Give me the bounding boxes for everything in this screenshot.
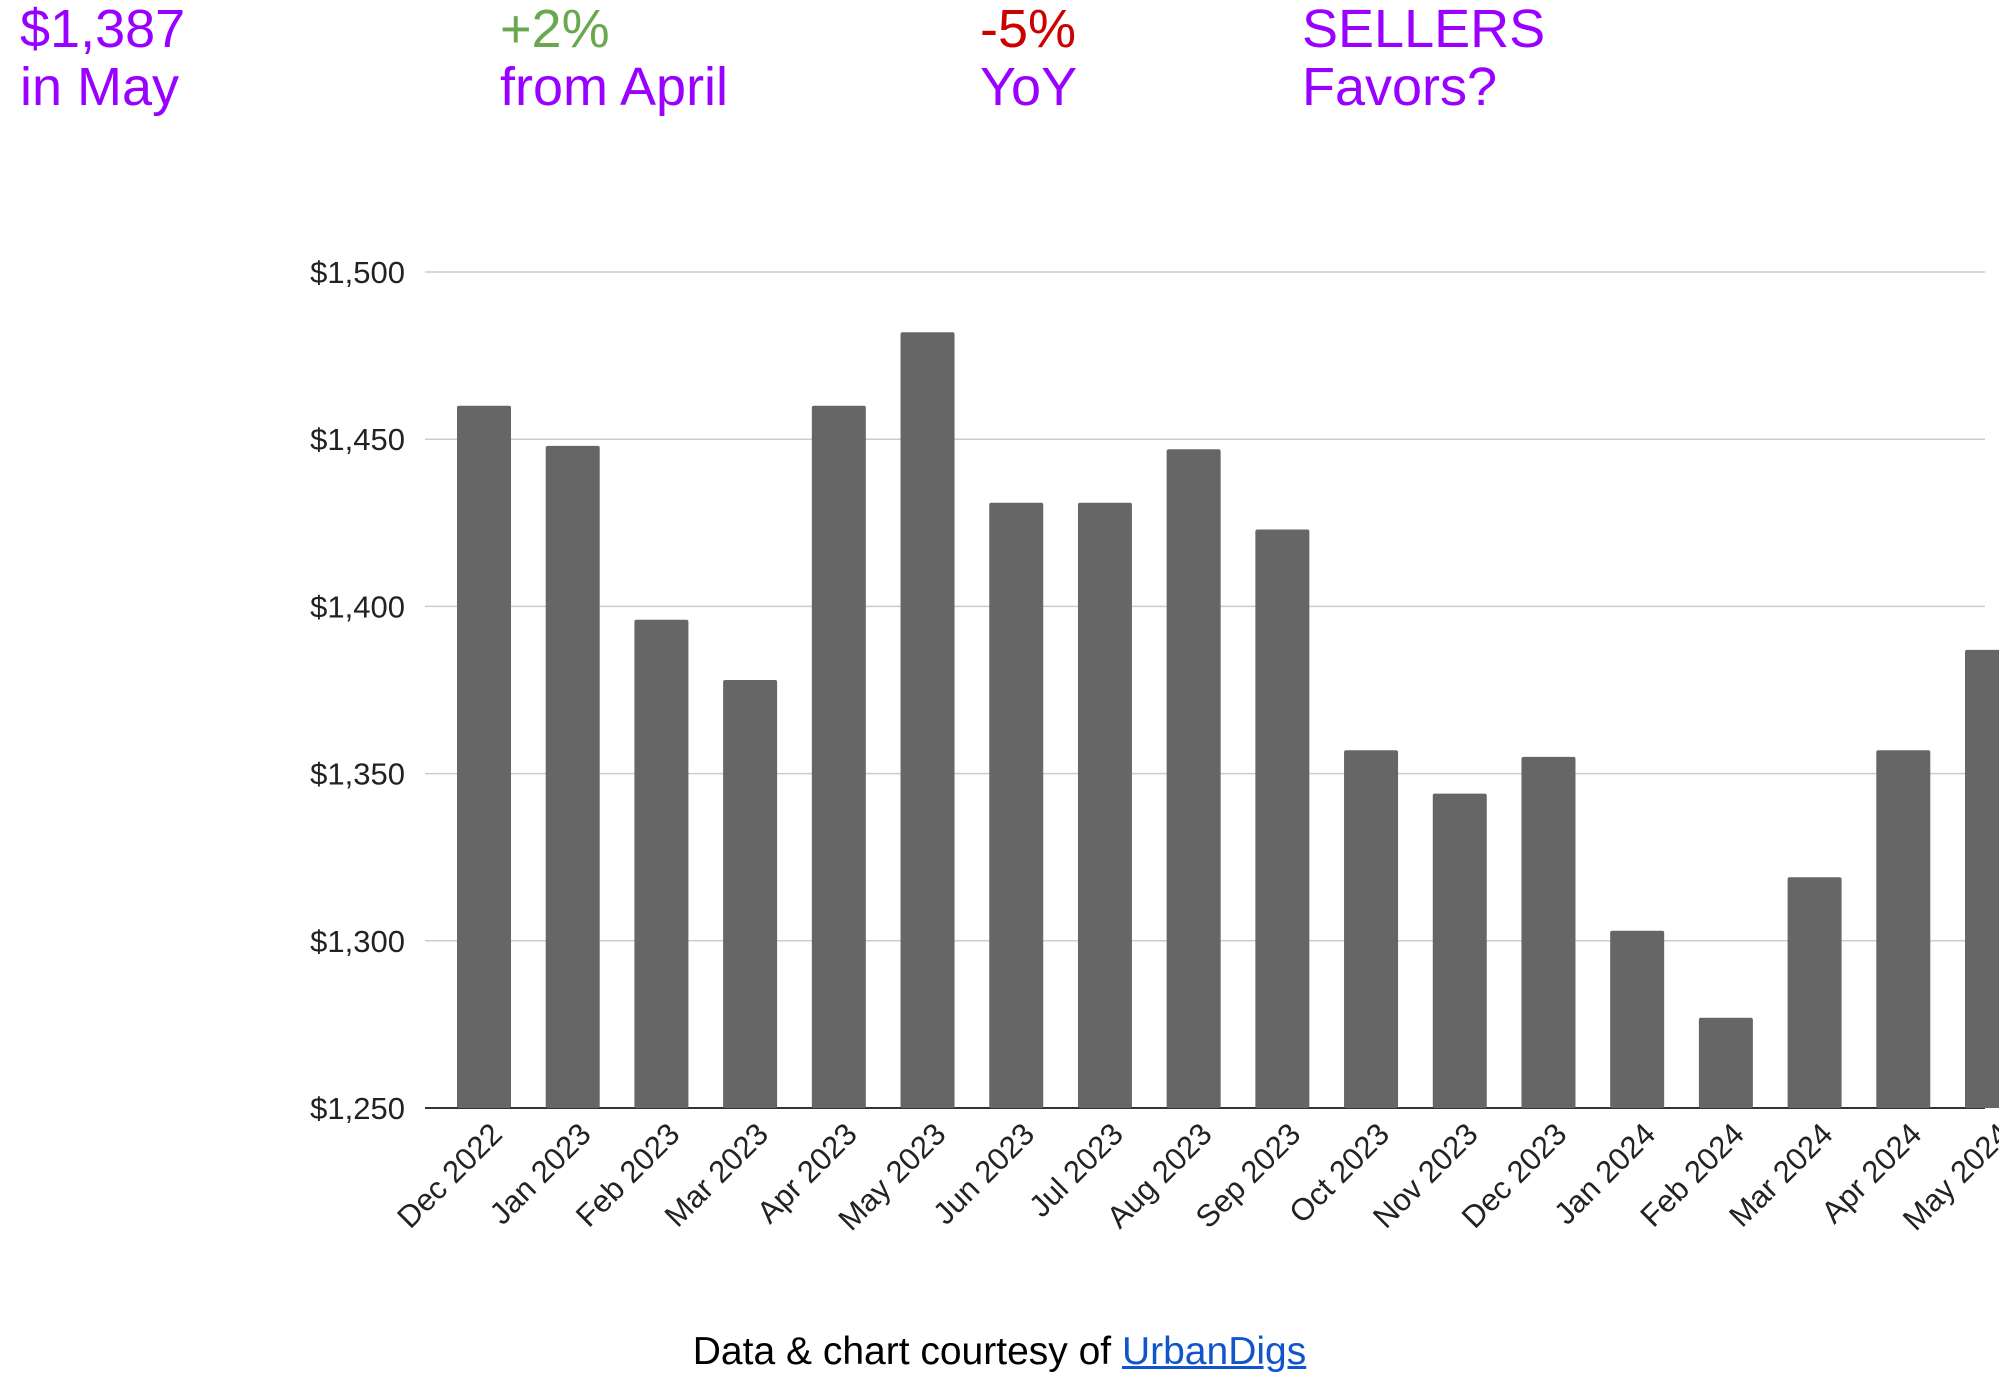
y-tick-label: $1,450 <box>310 422 405 457</box>
bar <box>1698 1017 1753 1108</box>
y-axis: $1,250 $1,300 $1,350 $1,400 $1,450 $1,500 <box>310 255 405 1126</box>
stat-median-price-label: in May <box>20 57 180 117</box>
bar <box>634 619 689 1108</box>
chart-footer: Data & chart courtesy of UrbanDigs <box>0 1330 1999 1374</box>
bar <box>545 445 600 1108</box>
bar <box>989 502 1044 1109</box>
stat-year-change-value: -5% <box>980 0 1077 59</box>
bar <box>900 332 955 1108</box>
stat-year-change: -5% YoY <box>980 0 1077 116</box>
y-tick-label: $1,500 <box>310 255 405 290</box>
stat-market-favor: SELLERS Favors? <box>1302 0 1545 116</box>
y-tick-label: $1,400 <box>310 589 405 624</box>
bar <box>1077 502 1132 1109</box>
bar <box>811 405 866 1108</box>
bar <box>1610 930 1665 1108</box>
bar <box>1344 750 1399 1108</box>
stat-median-price-value: $1,387 <box>20 0 186 59</box>
bar <box>1965 649 1999 1108</box>
stat-year-change-label: YoY <box>980 57 1078 117</box>
bar <box>1876 750 1931 1108</box>
y-tick-label: $1,300 <box>310 924 405 959</box>
stat-month-change: +2% from April <box>500 0 728 116</box>
bar <box>1787 877 1842 1108</box>
stat-median-price: $1,387 in May <box>20 0 185 116</box>
bar <box>457 405 511 1108</box>
stat-market-favor-label: Favors? <box>1302 57 1498 117</box>
bar <box>1432 793 1487 1108</box>
stat-month-change-label: from April <box>500 57 729 117</box>
stat-market-favor-value: SELLERS <box>1302 0 1546 59</box>
bar <box>1521 756 1576 1108</box>
bar <box>1166 449 1221 1108</box>
bar <box>1255 529 1310 1108</box>
urbandigs-link[interactable]: UrbanDigs <box>1121 1330 1307 1373</box>
y-tick-label: $1,250 <box>310 1091 405 1126</box>
footer-credit-text: Data & chart courtesy of <box>692 1330 1122 1373</box>
y-tick-label: $1,350 <box>310 757 405 792</box>
bar <box>723 679 778 1108</box>
chart-bars <box>457 332 1999 1109</box>
stat-month-change-value: +2% <box>500 0 610 59</box>
x-tick-label: Dec 2022 <box>390 1116 509 1235</box>
